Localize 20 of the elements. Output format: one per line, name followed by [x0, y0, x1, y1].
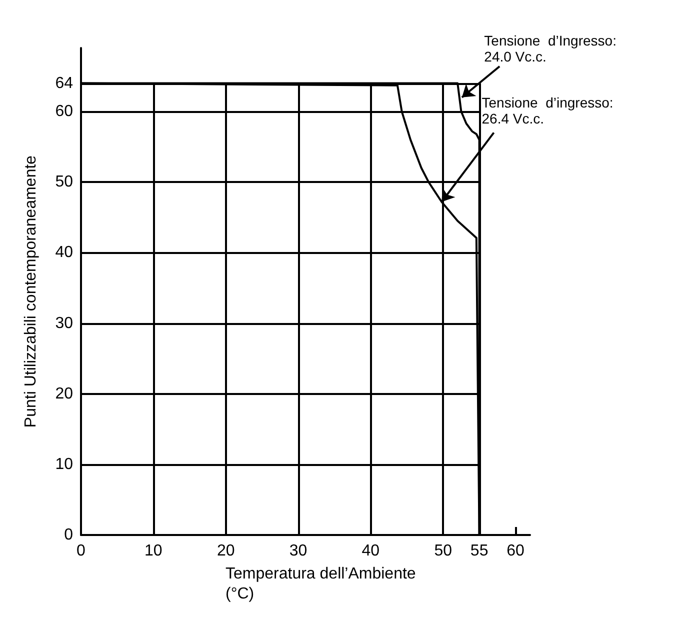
y-tick-label: 0: [64, 526, 74, 544]
y-tick-label: 40: [55, 244, 74, 262]
x-tick-label: 10: [144, 542, 162, 560]
x-axis-title: Temperatura dell’Ambiente (°C): [226, 565, 416, 602]
annotation: Tensione d’Ingresso: 24.0 Vc.c.: [484, 32, 616, 65]
y-tick-label: 20: [55, 385, 74, 402]
y-axis-title: Punti Utilizzabili contemporaneamente: [22, 155, 40, 428]
y-tick-label: 10: [55, 456, 74, 473]
x-tick-label: 30: [289, 542, 308, 560]
y-tick-label: 64: [55, 74, 74, 92]
x-tick-label: 0: [76, 542, 86, 560]
y-tick-label: 50: [55, 174, 74, 191]
x-tick-label: 20: [216, 542, 235, 560]
x-tick-label: 50: [434, 542, 452, 560]
x-tick-label: 60: [506, 542, 525, 560]
x-tick-label: 40: [362, 542, 380, 560]
annotation: Tensione d’ingresso: 26.4 Vc.c.: [482, 94, 614, 126]
x-tick-label: 55: [470, 542, 488, 560]
y-tick-label: 30: [55, 314, 74, 332]
y-tick-label: 60: [55, 103, 74, 120]
